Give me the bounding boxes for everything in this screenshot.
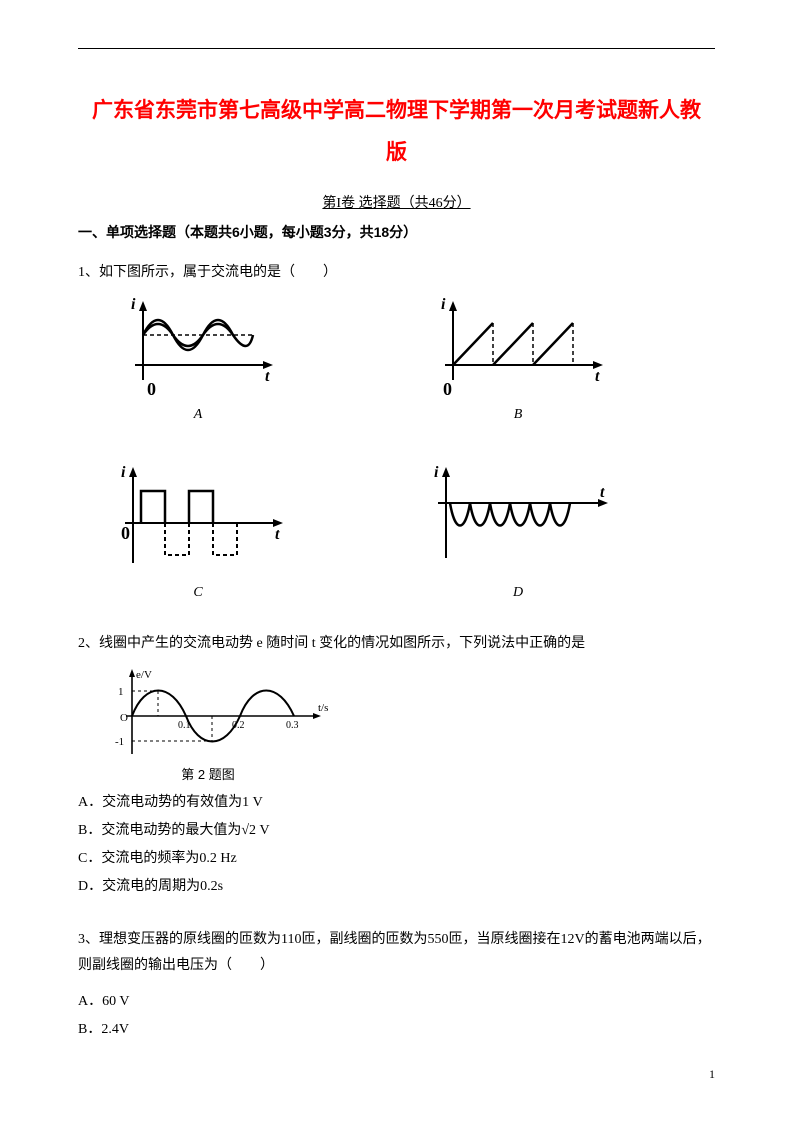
svg-text:t/s: t/s — [318, 702, 328, 714]
page-number: 1 — [709, 1067, 715, 1082]
svg-text:t: t — [275, 526, 280, 543]
q1-figures: i t 0 A i t 0 — [98, 295, 715, 601]
q2-opt-C: C．交流电的频率为0.2 Hz — [78, 845, 715, 873]
q2-figure: e/V t/s O 1 -1 0.1 0.2 0.3 第 2 题图 — [98, 666, 715, 783]
question-3: 3、理想变压器的原线圈的匝数为110匝，副线圈的匝数为550匝，当原线圈接在12… — [78, 927, 715, 977]
q1-fig-D: i t D — [418, 463, 618, 601]
axis-i: i — [131, 296, 136, 313]
q2-opt-B: B．交流电动势的最大值为√2 V — [78, 817, 715, 845]
svg-text:t: t — [600, 484, 605, 501]
q3-stem: 3、理想变压器的原线圈的匝数为110匝，副线圈的匝数为550匝，当原线圈接在12… — [78, 932, 711, 972]
q3-opt-A: A．60 V — [78, 988, 715, 1016]
axis-t: t — [265, 368, 270, 385]
q2-options: A．交流电动势的有效值为1 V B．交流电动势的最大值为√2 V C．交流电的频… — [78, 789, 715, 901]
svg-text:i: i — [441, 296, 446, 313]
q2-stem: 2、线圈中产生的交流电动势 e 随时间 t 变化的情况如图所示，下列说法中正确的… — [78, 636, 585, 651]
svg-text:1: 1 — [118, 686, 124, 698]
svg-text:-1: -1 — [115, 736, 124, 748]
section1-header: 一、单项选择题（本题共6小题，每小题3分，共18分） — [78, 222, 715, 242]
svg-text:0: 0 — [121, 523, 130, 543]
q3-opt-B: B．2.4V — [78, 1016, 715, 1044]
question-1: 1、如下图所示，属于交流电的是（ ） — [78, 260, 715, 285]
svg-text:e/V: e/V — [136, 669, 152, 681]
question-2: 2、线圈中产生的交流电动势 e 随时间 t 变化的情况如图所示，下列说法中正确的… — [78, 631, 715, 656]
svg-text:0: 0 — [443, 379, 452, 399]
part-header: 第I卷 选择题（共46分） — [78, 192, 715, 212]
q1-fig-B: i t 0 B — [418, 295, 618, 423]
svg-text:t: t — [595, 368, 600, 385]
q1-label-D: D — [513, 585, 523, 601]
q2-opt-A: A．交流电动势的有效值为1 V — [78, 789, 715, 817]
q1-label-B: B — [514, 407, 523, 423]
doc-title: 广东省东莞市第七高级中学高二物理下学期第一次月考试题新人教 版 — [78, 90, 715, 174]
top-rule — [78, 48, 715, 49]
title-line1: 广东省东莞市第七高级中学高二物理下学期第一次月考试题新人教 — [78, 90, 715, 132]
q1-label-C: C — [193, 585, 202, 601]
q1-label-A: A — [194, 407, 203, 423]
svg-text:i: i — [434, 464, 439, 481]
q2-opt-D: D．交流电的周期为0.2s — [78, 873, 715, 901]
svg-text:i: i — [121, 464, 126, 481]
svg-text:0.3: 0.3 — [286, 720, 299, 731]
q1-fig-C: i t 0 C — [98, 463, 298, 601]
title-line2: 版 — [78, 132, 715, 174]
q1-fig-A: i t 0 A — [98, 295, 298, 423]
svg-text:O: O — [120, 712, 128, 724]
q1-stem: 1、如下图所示，属于交流电的是（ ） — [78, 265, 337, 280]
q2-caption: 第 2 题图 — [98, 764, 318, 783]
origin: 0 — [147, 379, 156, 399]
q3-options: A．60 V B．2.4V — [78, 988, 715, 1044]
